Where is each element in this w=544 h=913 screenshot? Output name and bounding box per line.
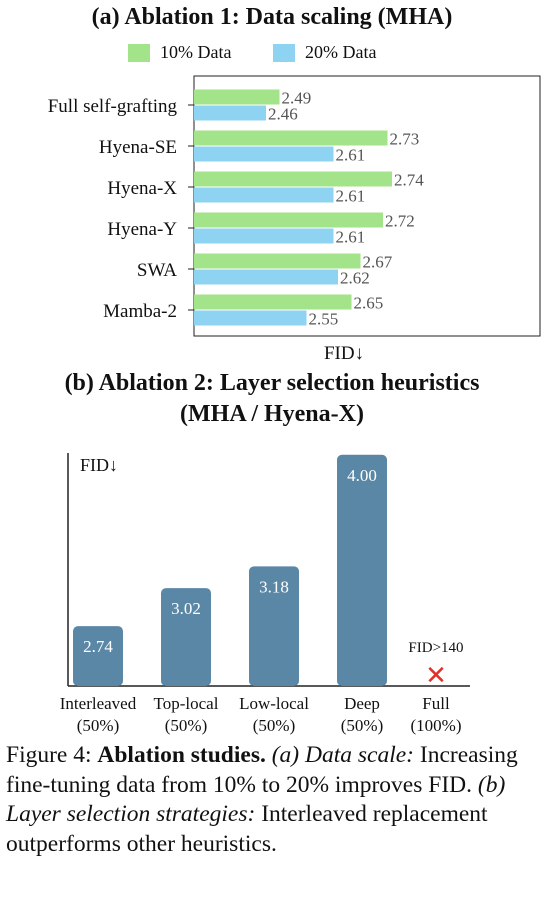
data-label: 3.18 xyxy=(259,577,289,596)
caption-bold: Ablation studies. xyxy=(97,742,266,768)
legend-label-10: 10% Data xyxy=(160,42,232,62)
legend-item-20: 20% Data xyxy=(273,42,376,63)
chart-a: Full self-grafting 2.492.46 Hyena-SE 2.73 2.… xyxy=(48,75,541,364)
data-label: 2.49 xyxy=(282,89,312,108)
data-label: 2.65 xyxy=(354,294,384,313)
caption-fig: Figure 4: xyxy=(6,742,98,768)
y-tick-label: Hyena-Y xyxy=(107,219,177,240)
x-tick-sublabel: (100%) xyxy=(411,716,462,735)
data-label: 2.61 xyxy=(336,146,366,165)
bar-blue xyxy=(194,310,307,326)
bar xyxy=(249,566,299,686)
bar-blue xyxy=(194,187,334,203)
y-tick-label: SWA xyxy=(137,260,177,281)
data-label: 2.74 xyxy=(394,171,424,190)
data-label: 2.74 xyxy=(83,637,113,656)
bar xyxy=(337,454,387,686)
bar-green xyxy=(194,294,352,310)
y-tick-label: Mamba-2 xyxy=(103,301,177,322)
panel-b-title-line1: (b) Ablation 2: Layer selection heuristi… xyxy=(64,370,480,396)
bar-blue xyxy=(194,269,338,285)
chart-b: FID↓ 2.74 Interleaved (50%) 3.02 Top-local (50… xyxy=(60,453,470,735)
bar-blue xyxy=(194,105,266,121)
caption-b-text: Interleaved replacement outperforms othe… xyxy=(6,801,488,857)
x-tick-label: Interleaved xyxy=(60,694,137,713)
bar xyxy=(73,626,123,686)
x-tick-label: Top-local xyxy=(154,694,219,713)
panel-b-title-line2: (MHA / Hyena-X) xyxy=(180,401,364,427)
x-tick-label: Deep xyxy=(344,694,380,713)
bar-green xyxy=(194,130,388,146)
data-label: 2.72 xyxy=(385,212,415,231)
y-tick-label: Hyena-SE xyxy=(99,137,177,158)
figure-caption: Figure 4: Ablation studies. (a) Data sca… xyxy=(6,741,540,859)
bar-green xyxy=(194,89,280,105)
x-tick-sublabel: (50%) xyxy=(253,716,295,735)
bar-green xyxy=(194,212,383,228)
data-label: 2.61 xyxy=(336,187,366,206)
x-tick-label: Full xyxy=(422,694,450,713)
caption-b-label: (b) Layer selection strategies: xyxy=(6,771,506,828)
x-tick-sublabel: (50%) xyxy=(165,716,207,735)
data-label: 3.02 xyxy=(171,599,201,618)
caption-a-text: Increasing fine-tuning data from 10% to … xyxy=(6,742,518,798)
bar-blue xyxy=(194,228,334,244)
bar-blue xyxy=(194,146,334,162)
y-tick-label: Hyena-X xyxy=(107,178,177,199)
data-label: 2.67 xyxy=(363,253,393,272)
bar xyxy=(161,588,211,686)
y-tick-label: Full self-grafting xyxy=(48,96,178,117)
x-tick-label: Low-local xyxy=(239,694,309,713)
data-label: 2.62 xyxy=(340,269,370,288)
legend-label-20: 20% Data xyxy=(305,42,377,62)
x-tick-sublabel: (50%) xyxy=(341,716,383,735)
panel-a-title: (a) Ablation 1: Data scaling (MHA) xyxy=(91,4,453,30)
y-axis-label: FID↓ xyxy=(80,455,118,475)
legend-swatch-green xyxy=(128,43,150,62)
annotation-fid: FID>140 xyxy=(408,640,463,656)
x-axis-label: FID↓ xyxy=(324,343,364,364)
data-label: 2.73 xyxy=(390,130,420,149)
cross-icon: ✕ xyxy=(425,661,447,691)
chart-a-frame xyxy=(193,75,541,337)
x-tick-sublabel: (50%) xyxy=(77,716,119,735)
data-label: 2.55 xyxy=(309,310,339,329)
legend-item-10: 10% Data xyxy=(128,42,231,63)
panel-b-title: (b) Ablation 2: Layer selection heuristi… xyxy=(0,368,544,430)
data-label: 2.61 xyxy=(336,228,366,247)
data-label: 2.46 xyxy=(268,105,298,124)
data-label: 4.00 xyxy=(347,466,377,485)
caption-a-label: (a) Data scale: xyxy=(265,742,414,768)
bar-green xyxy=(194,253,361,269)
bar-green xyxy=(194,171,392,187)
legend-swatch-blue xyxy=(273,43,295,62)
